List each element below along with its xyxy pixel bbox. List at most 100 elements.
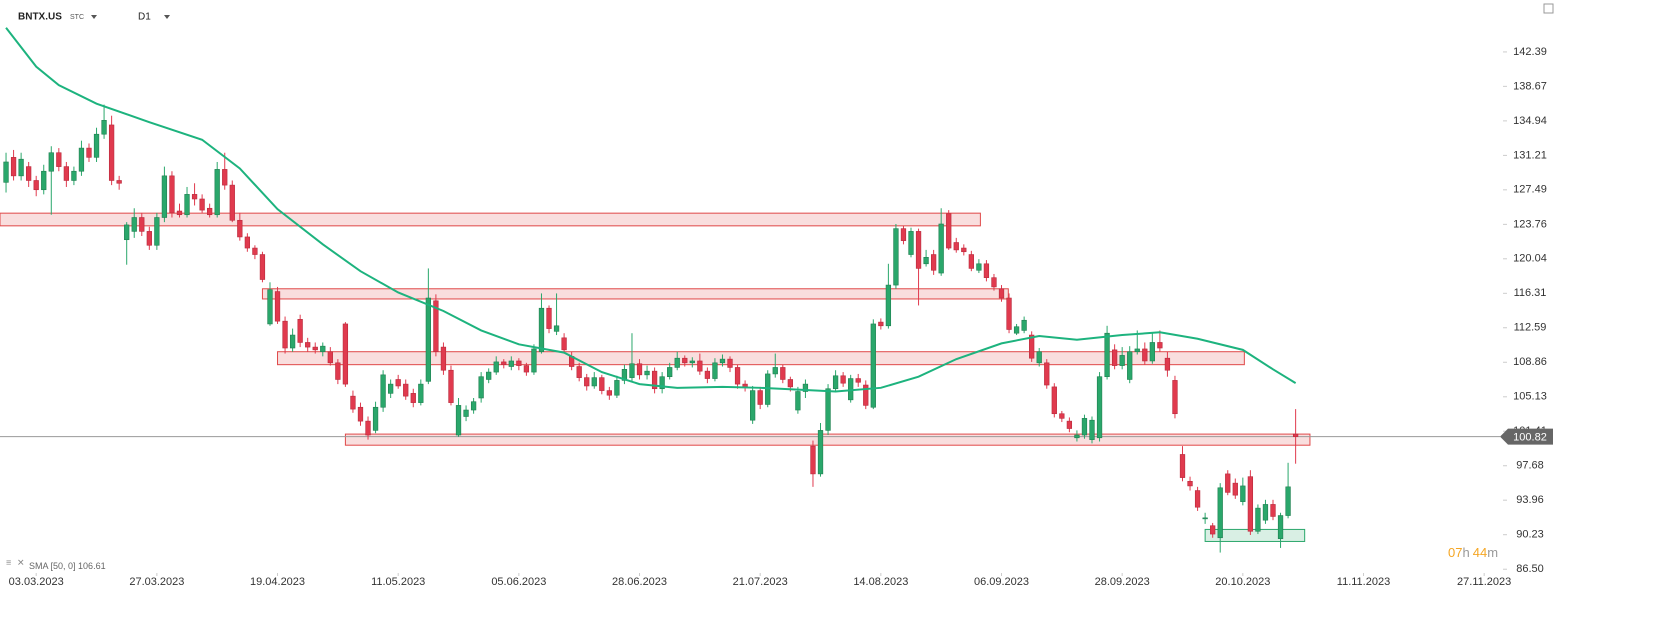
sma-layer <box>5 27 1297 393</box>
candle-body <box>199 198 205 211</box>
legend-menu-icon[interactable]: ≡ <box>6 557 11 567</box>
y-tick-label: 123.76 <box>1513 218 1547 230</box>
candle-body <box>237 219 243 238</box>
candle-body <box>674 357 680 368</box>
candle-body <box>1164 357 1171 371</box>
candle-body <box>365 420 371 436</box>
candle-body <box>961 247 967 253</box>
candle-body <box>863 384 869 406</box>
candle-body <box>18 158 24 177</box>
zone <box>344 433 1311 446</box>
candle-body <box>214 169 220 216</box>
candle-body <box>697 360 703 372</box>
candle-body <box>222 169 228 186</box>
candle-body <box>870 323 876 408</box>
symbol-tag: STC <box>70 14 84 21</box>
candle-body <box>463 409 469 417</box>
candle-body <box>124 224 130 241</box>
interval[interactable]: D1 <box>138 12 151 23</box>
candle-body <box>591 377 597 387</box>
candle-body <box>538 307 545 353</box>
candle-body <box>576 366 582 378</box>
candle-body <box>531 348 537 373</box>
candle-body <box>229 184 235 221</box>
candle-body <box>968 254 974 269</box>
candle-body <box>501 361 507 365</box>
candle-body <box>938 223 944 274</box>
candle-body <box>10 157 17 177</box>
candle-body <box>983 263 990 278</box>
candle-body <box>636 363 643 376</box>
candle-body <box>267 289 273 325</box>
candle-body <box>584 377 590 387</box>
y-tick-label: 86.50 <box>1516 563 1544 575</box>
candle-body <box>1051 386 1057 415</box>
candle-body <box>395 379 401 387</box>
candle-body <box>1119 355 1125 366</box>
symbol-dropdown[interactable] <box>91 15 97 19</box>
candle-body <box>1232 482 1238 496</box>
candle-body <box>727 358 733 368</box>
candle-body <box>1127 351 1133 380</box>
candle-body <box>516 360 522 366</box>
candle-body <box>56 152 62 167</box>
candle-body <box>342 323 349 385</box>
candle-body <box>991 277 997 288</box>
candle-body <box>169 175 175 214</box>
candle-body <box>923 257 929 265</box>
x-tick-label: 05.06.2023 <box>491 576 546 588</box>
x-tick-label: 06.09.2023 <box>974 576 1029 588</box>
y-tick-label: 108.86 <box>1513 356 1547 368</box>
candle-body <box>651 370 658 390</box>
candle-body <box>161 175 168 218</box>
candle-body <box>840 375 846 384</box>
x-tick-label: 19.04.2023 <box>250 576 305 588</box>
y-tick-label: 93.96 <box>1516 494 1544 506</box>
candle-body <box>930 254 937 271</box>
candle-body <box>1066 420 1073 429</box>
candle-body <box>1194 490 1201 508</box>
candle-body <box>131 217 137 232</box>
y-tick-label: 131.21 <box>1513 149 1547 161</box>
candle-body <box>1225 473 1231 493</box>
y-tick-label: 112.59 <box>1514 322 1547 334</box>
candle-body <box>1021 319 1027 331</box>
candle-body <box>350 395 356 410</box>
candle-body <box>810 445 816 475</box>
candle-body <box>561 337 567 351</box>
x-tick-label: 27.03.2023 <box>129 576 184 588</box>
x-tick-label: 20.10.2023 <box>1215 576 1270 588</box>
candle-body <box>621 369 628 381</box>
candle-body <box>1044 362 1050 386</box>
candle-body <box>493 361 499 373</box>
candle-body <box>297 319 303 343</box>
candle-body <box>108 124 115 181</box>
sma-legend: SMA [50, 0] 106.61 <box>29 561 106 571</box>
candle-body <box>1134 348 1140 353</box>
candle-body <box>207 207 213 216</box>
candle-body <box>191 194 198 200</box>
y-tick-label: 138.67 <box>1513 80 1547 92</box>
legend-close-icon[interactable]: ✕ <box>17 557 25 567</box>
candle-body <box>998 288 1005 299</box>
candle-body <box>1202 517 1208 520</box>
candle-body <box>3 161 9 183</box>
x-tick-label: 03.03.2023 <box>9 576 64 588</box>
header: BNTX.US STC D1 <box>18 12 170 23</box>
timer-hours: 07 <box>1448 545 1462 560</box>
candle-body <box>274 291 281 322</box>
sma-legend-name: SMA [50, 0] <box>29 561 76 571</box>
interval-dropdown[interactable] <box>164 15 170 19</box>
zone <box>0 212 981 227</box>
collapse-button[interactable] <box>1543 3 1554 14</box>
candle-body <box>772 367 778 375</box>
candle-body <box>470 401 477 411</box>
last-price-tag <box>1500 428 1553 445</box>
candle-body <box>63 166 70 181</box>
candle-body <box>259 254 266 280</box>
candle-body <box>606 390 612 396</box>
x-tick-label: 14.08.2023 <box>853 576 908 588</box>
candle-body <box>817 430 824 475</box>
candle-body <box>1059 413 1065 419</box>
candle-body <box>719 358 726 364</box>
